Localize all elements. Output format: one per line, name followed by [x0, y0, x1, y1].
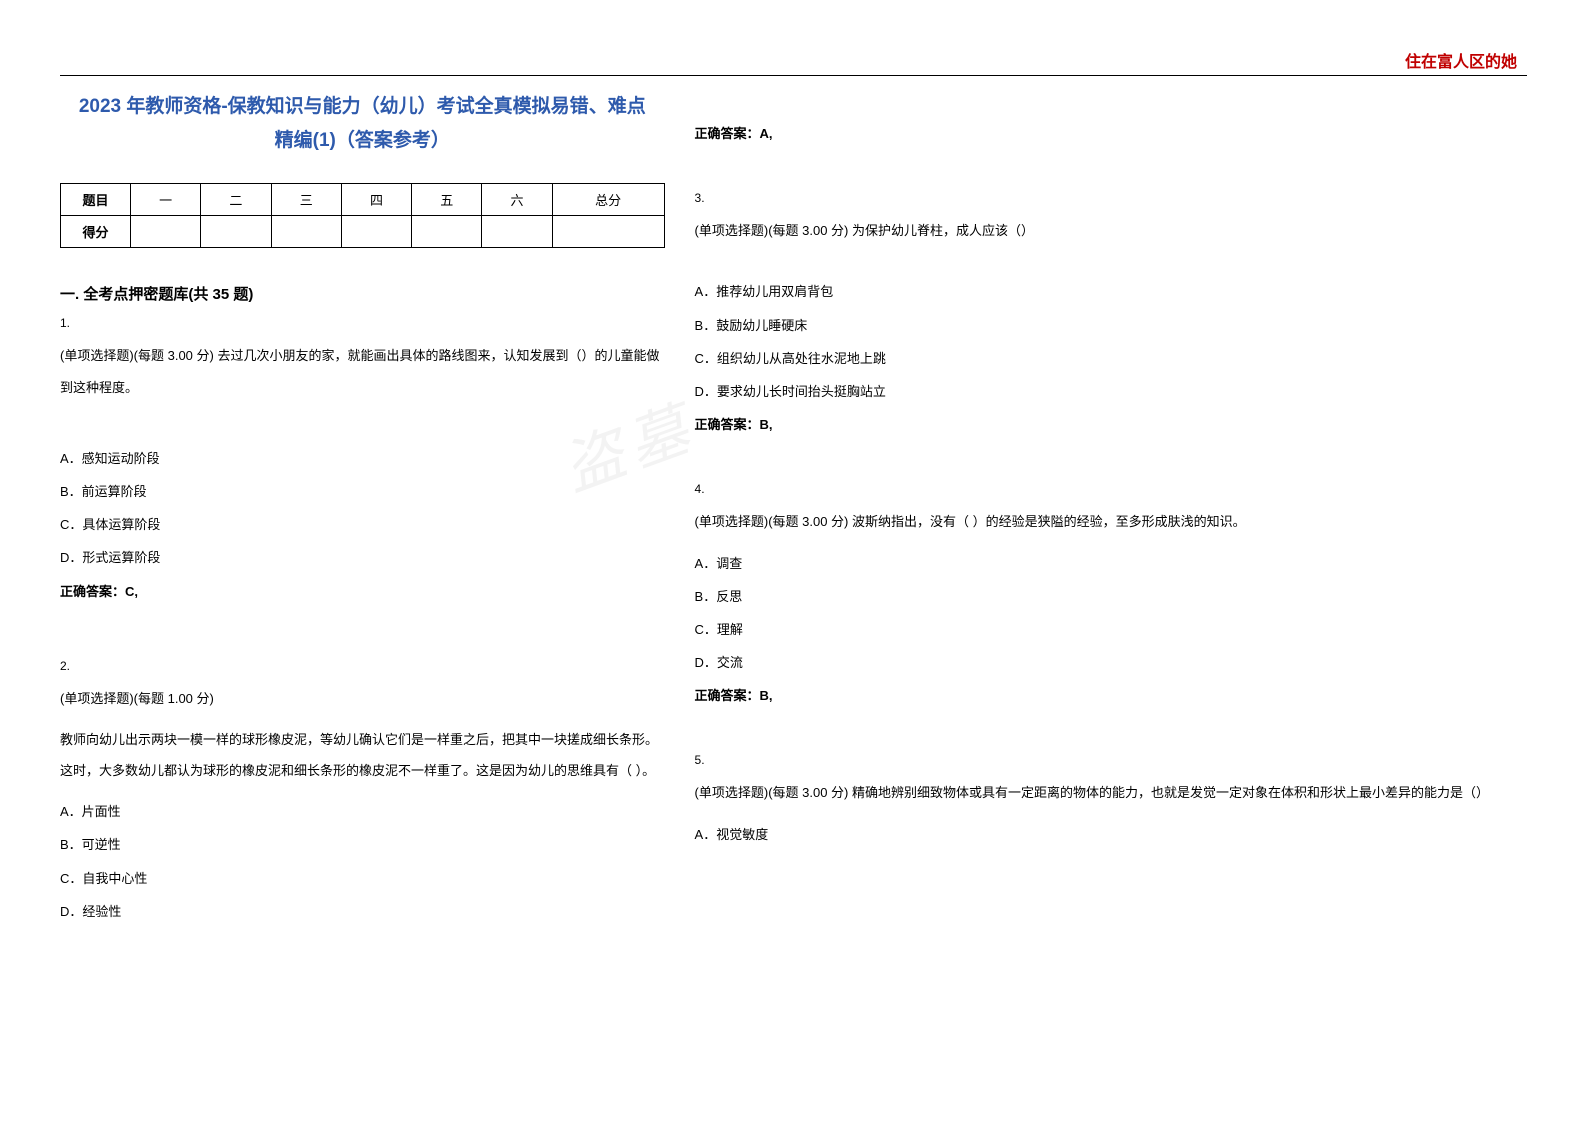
- question-text: (单项选择题)(每题 1.00 分): [60, 683, 665, 714]
- option-a: A．调查: [695, 548, 1527, 579]
- right-column: 正确答案：A, 3. (单项选择题)(每题 3.00 分) 为保护幼儿脊柱，成人…: [695, 90, 1527, 929]
- table-header-col: 三: [271, 184, 341, 216]
- spacer: [695, 456, 1527, 476]
- table-cell: [412, 216, 482, 248]
- option-d: D．要求幼儿长时间抬头挺胸站立: [695, 376, 1527, 407]
- question-number: 3.: [695, 191, 1527, 205]
- option-d: D．经验性: [60, 896, 665, 927]
- option-c: C．自我中心性: [60, 863, 665, 894]
- table-header-label: 题目: [61, 184, 131, 216]
- table-header-col: 四: [341, 184, 411, 216]
- spacer: [695, 256, 1527, 276]
- table-header-col: 五: [412, 184, 482, 216]
- question-number: 5.: [695, 753, 1527, 767]
- table-row: 得分: [61, 216, 665, 248]
- table-cell: [482, 216, 552, 248]
- left-column: 2023 年教师资格-保教知识与能力（幼儿）考试全真模拟易错、难点 精编(1)（…: [60, 90, 665, 929]
- option-b: B．前运算阶段: [60, 476, 665, 507]
- option-a: A．片面性: [60, 796, 665, 827]
- header-right-text: 住在富人区的她: [1405, 48, 1517, 72]
- section-heading: 一. 全考点押密题库(共 35 题): [60, 283, 665, 304]
- table-header-col: 二: [201, 184, 271, 216]
- option-b: B．可逆性: [60, 829, 665, 860]
- table-header-col: 一: [131, 184, 201, 216]
- option-d: D．形式运算阶段: [60, 542, 665, 573]
- spacer: [60, 413, 665, 443]
- answer: 正确答案：B,: [695, 680, 1527, 711]
- option-a: A．感知运动阶段: [60, 443, 665, 474]
- title-line2: 精编(1)（答案参考）: [60, 124, 665, 158]
- answer: 正确答案：C,: [60, 576, 665, 607]
- question-text: (单项选择题)(每题 3.00 分) 为保护幼儿脊柱，成人应该（）: [695, 215, 1527, 246]
- spacer: [695, 165, 1527, 185]
- option-a: A．推荐幼儿用双肩背包: [695, 276, 1527, 307]
- table-cell: [271, 216, 341, 248]
- header-divider: [60, 75, 1527, 76]
- question-number: 1.: [60, 316, 665, 330]
- question-text: (单项选择题)(每题 3.00 分) 波斯纳指出，没有（ ）的经验是狭隘的经验，…: [695, 506, 1527, 537]
- spacer: [695, 727, 1527, 747]
- spacer: [60, 623, 665, 653]
- score-table: 题目 一 二 三 四 五 六 总分 得分: [60, 183, 665, 248]
- question-number: 2.: [60, 659, 665, 673]
- option-c: C．理解: [695, 614, 1527, 645]
- option-c: C．组织幼儿从高处往水泥地上跳: [695, 343, 1527, 374]
- option-b: B．反思: [695, 581, 1527, 612]
- option-d: D．交流: [695, 647, 1527, 678]
- table-cell: [201, 216, 271, 248]
- answer: 正确答案：A,: [695, 118, 1527, 149]
- table-header-col: 总分: [552, 184, 664, 216]
- table-row: 题目 一 二 三 四 五 六 总分: [61, 184, 665, 216]
- question-text: 教师向幼儿出示两块一模一样的球形橡皮泥，等幼儿确认它们是一样重之后，把其中一块搓…: [60, 724, 665, 786]
- question-number: 4.: [695, 482, 1527, 496]
- table-cell: [131, 216, 201, 248]
- table-score-label: 得分: [61, 216, 131, 248]
- option-b: B．鼓励幼儿睡硬床: [695, 310, 1527, 341]
- option-a: A．视觉敏度: [695, 819, 1527, 850]
- content-wrapper: 2023 年教师资格-保教知识与能力（幼儿）考试全真模拟易错、难点 精编(1)（…: [60, 90, 1527, 929]
- option-c: C．具体运算阶段: [60, 509, 665, 540]
- title-line1: 2023 年教师资格-保教知识与能力（幼儿）考试全真模拟易错、难点: [60, 90, 665, 124]
- table-cell: [341, 216, 411, 248]
- question-text: (单项选择题)(每题 3.00 分) 精确地辨别细致物体或具有一定距离的物体的能…: [695, 777, 1527, 808]
- spacer: [695, 90, 1527, 118]
- table-cell: [552, 216, 664, 248]
- table-header-col: 六: [482, 184, 552, 216]
- document-title: 2023 年教师资格-保教知识与能力（幼儿）考试全真模拟易错、难点 精编(1)（…: [60, 90, 665, 158]
- answer: 正确答案：B,: [695, 409, 1527, 440]
- question-text: (单项选择题)(每题 3.00 分) 去过几次小朋友的家，就能画出具体的路线图来…: [60, 340, 665, 402]
